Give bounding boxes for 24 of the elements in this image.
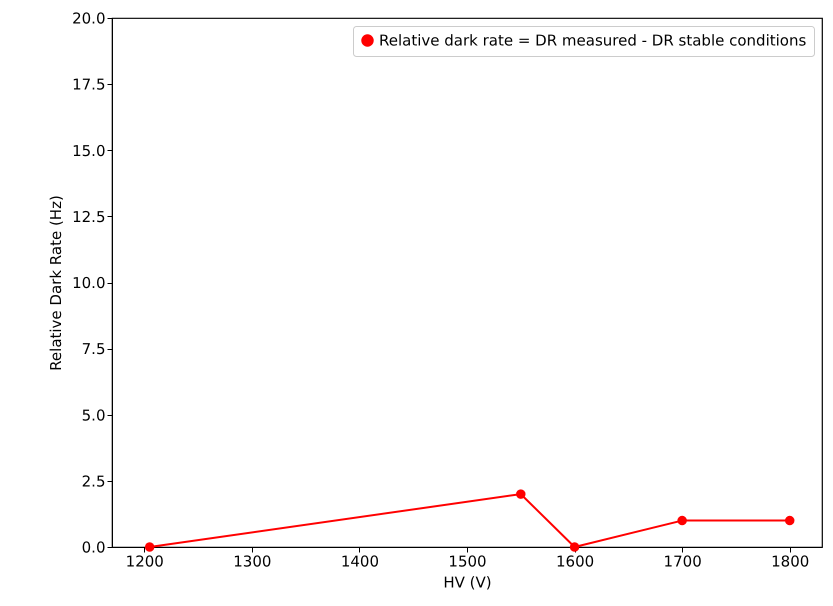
x-tick-label: 1800 xyxy=(771,552,810,570)
x-tick-label: 1400 xyxy=(340,552,380,570)
y-tick-label: 5.0 xyxy=(82,406,106,424)
y-tick-label: 10.0 xyxy=(72,274,106,292)
y-tick-label: 20.0 xyxy=(72,10,106,28)
point xyxy=(784,516,794,526)
x-tick-label: 1600 xyxy=(556,552,594,570)
x-tick-label: 1200 xyxy=(126,552,164,570)
point xyxy=(677,516,687,526)
point xyxy=(144,542,154,552)
y-tick-label: 0.0 xyxy=(82,538,106,556)
y-tick-label: 12.5 xyxy=(72,208,106,226)
legend-label: Relative dark rate = DR measured - DR stable conditions xyxy=(379,32,806,50)
point xyxy=(516,489,526,499)
y-tick-label: 15.0 xyxy=(72,142,106,160)
y-tick-label: 2.5 xyxy=(82,472,106,490)
x-tick-label: 1700 xyxy=(664,552,702,570)
point xyxy=(570,542,580,552)
x-axis-title: HV (V) xyxy=(443,574,492,592)
y-tick-label: 17.5 xyxy=(72,76,106,94)
y-axis-title: Relative Dark Rate (Hz) xyxy=(47,195,66,371)
x-tick-label: 1300 xyxy=(233,552,272,570)
x-tick-label: 1500 xyxy=(448,552,487,570)
y-tick-label: 7.5 xyxy=(82,340,106,358)
